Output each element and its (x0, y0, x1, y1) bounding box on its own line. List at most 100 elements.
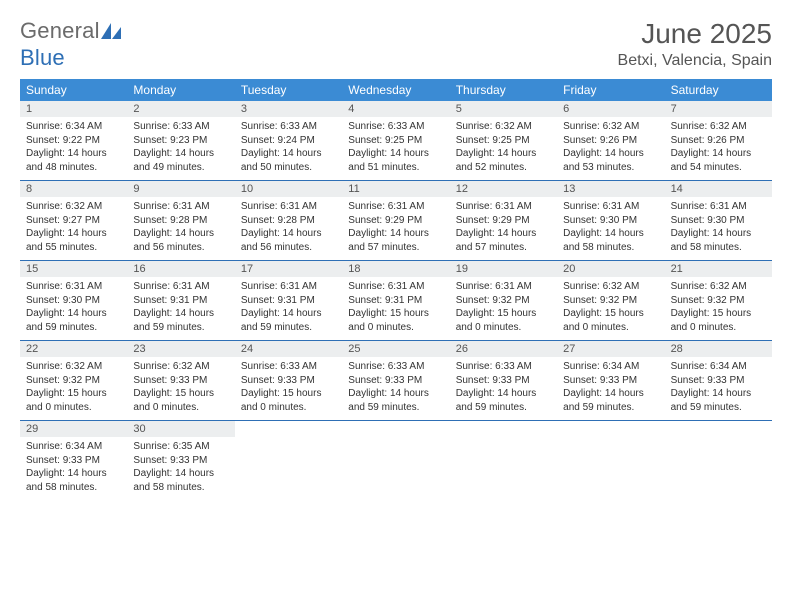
day-body: Sunrise: 6:32 AMSunset: 9:32 PMDaylight:… (557, 277, 664, 334)
day-body: Sunrise: 6:33 AMSunset: 9:33 PMDaylight:… (342, 357, 449, 414)
daylight-line1: Daylight: 14 hours (133, 307, 228, 321)
sunset-text: Sunset: 9:28 PM (133, 214, 228, 228)
day-body: Sunrise: 6:31 AMSunset: 9:32 PMDaylight:… (450, 277, 557, 334)
sunset-text: Sunset: 9:33 PM (671, 374, 766, 388)
sunrise-text: Sunrise: 6:32 AM (671, 120, 766, 134)
weekday-header: Tuesday (235, 79, 342, 101)
day-cell: 3Sunrise: 6:33 AMSunset: 9:24 PMDaylight… (235, 101, 342, 180)
sunrise-text: Sunrise: 6:34 AM (26, 440, 121, 454)
daylight-line2: and 58 minutes. (133, 481, 228, 495)
day-body: Sunrise: 6:31 AMSunset: 9:28 PMDaylight:… (127, 197, 234, 254)
sunrise-text: Sunrise: 6:35 AM (133, 440, 228, 454)
sunrise-text: Sunrise: 6:31 AM (133, 200, 228, 214)
daylight-line2: and 59 minutes. (456, 401, 551, 415)
daylight-line1: Daylight: 14 hours (563, 227, 658, 241)
sunset-text: Sunset: 9:24 PM (241, 134, 336, 148)
day-cell: 28Sunrise: 6:34 AMSunset: 9:33 PMDayligh… (665, 341, 772, 420)
calendar-grid: SundayMondayTuesdayWednesdayThursdayFrid… (20, 79, 772, 500)
sunset-text: Sunset: 9:31 PM (241, 294, 336, 308)
day-number: 18 (342, 261, 449, 277)
sunrise-text: Sunrise: 6:32 AM (456, 120, 551, 134)
sunset-text: Sunset: 9:29 PM (456, 214, 551, 228)
daylight-line2: and 55 minutes. (26, 241, 121, 255)
sunset-text: Sunset: 9:22 PM (26, 134, 121, 148)
daylight-line2: and 49 minutes. (133, 161, 228, 175)
day-number: 2 (127, 101, 234, 117)
daylight-line2: and 57 minutes. (456, 241, 551, 255)
daylight-line1: Daylight: 14 hours (348, 227, 443, 241)
sunrise-text: Sunrise: 6:33 AM (133, 120, 228, 134)
day-cell: 5Sunrise: 6:32 AMSunset: 9:25 PMDaylight… (450, 101, 557, 180)
logo-text-general: General (20, 18, 100, 43)
day-cell: 26Sunrise: 6:33 AMSunset: 9:33 PMDayligh… (450, 341, 557, 420)
day-body: Sunrise: 6:32 AMSunset: 9:26 PMDaylight:… (665, 117, 772, 174)
sunrise-text: Sunrise: 6:31 AM (671, 200, 766, 214)
week-row: 22Sunrise: 6:32 AMSunset: 9:32 PMDayligh… (20, 341, 772, 421)
day-body: Sunrise: 6:35 AMSunset: 9:33 PMDaylight:… (127, 437, 234, 494)
sunrise-text: Sunrise: 6:32 AM (133, 360, 228, 374)
sunset-text: Sunset: 9:23 PM (133, 134, 228, 148)
day-cell: 12Sunrise: 6:31 AMSunset: 9:29 PMDayligh… (450, 181, 557, 260)
sunrise-text: Sunrise: 6:33 AM (456, 360, 551, 374)
daylight-line2: and 59 minutes. (671, 401, 766, 415)
daylight-line1: Daylight: 15 hours (671, 307, 766, 321)
daylight-line1: Daylight: 14 hours (456, 147, 551, 161)
sunset-text: Sunset: 9:32 PM (671, 294, 766, 308)
daylight-line1: Daylight: 15 hours (26, 387, 121, 401)
sunrise-text: Sunrise: 6:33 AM (241, 120, 336, 134)
day-body: Sunrise: 6:31 AMSunset: 9:30 PMDaylight:… (665, 197, 772, 254)
day-number: 13 (557, 181, 664, 197)
sunset-text: Sunset: 9:26 PM (563, 134, 658, 148)
day-body: Sunrise: 6:31 AMSunset: 9:31 PMDaylight:… (127, 277, 234, 334)
day-number: 30 (127, 421, 234, 437)
day-number: 14 (665, 181, 772, 197)
logo-text-blue: Blue (20, 45, 65, 70)
day-number: 4 (342, 101, 449, 117)
day-cell: 25Sunrise: 6:33 AMSunset: 9:33 PMDayligh… (342, 341, 449, 420)
daylight-line1: Daylight: 14 hours (456, 227, 551, 241)
sunset-text: Sunset: 9:30 PM (563, 214, 658, 228)
day-cell: 8Sunrise: 6:32 AMSunset: 9:27 PMDaylight… (20, 181, 127, 260)
day-cell: 21Sunrise: 6:32 AMSunset: 9:32 PMDayligh… (665, 261, 772, 340)
sunrise-text: Sunrise: 6:31 AM (133, 280, 228, 294)
sunset-text: Sunset: 9:30 PM (671, 214, 766, 228)
sunset-text: Sunset: 9:33 PM (241, 374, 336, 388)
daylight-line1: Daylight: 14 hours (348, 147, 443, 161)
sunset-text: Sunset: 9:29 PM (348, 214, 443, 228)
day-number: 16 (127, 261, 234, 277)
empty-cell (450, 421, 557, 500)
daylight-line1: Daylight: 14 hours (671, 227, 766, 241)
sunset-text: Sunset: 9:33 PM (133, 454, 228, 468)
day-cell: 19Sunrise: 6:31 AMSunset: 9:32 PMDayligh… (450, 261, 557, 340)
empty-cell (235, 421, 342, 500)
day-body: Sunrise: 6:31 AMSunset: 9:31 PMDaylight:… (342, 277, 449, 334)
daylight-line1: Daylight: 14 hours (671, 147, 766, 161)
sunrise-text: Sunrise: 6:33 AM (348, 120, 443, 134)
daylight-line1: Daylight: 14 hours (26, 467, 121, 481)
daylight-line1: Daylight: 14 hours (671, 387, 766, 401)
daylight-line1: Daylight: 14 hours (456, 387, 551, 401)
week-row: 8Sunrise: 6:32 AMSunset: 9:27 PMDaylight… (20, 181, 772, 261)
daylight-line1: Daylight: 14 hours (348, 387, 443, 401)
day-number: 3 (235, 101, 342, 117)
sunset-text: Sunset: 9:32 PM (26, 374, 121, 388)
sunrise-text: Sunrise: 6:32 AM (26, 360, 121, 374)
daylight-line1: Daylight: 14 hours (26, 307, 121, 321)
daylight-line2: and 0 minutes. (563, 321, 658, 335)
daylight-line2: and 58 minutes. (671, 241, 766, 255)
sunrise-text: Sunrise: 6:32 AM (671, 280, 766, 294)
day-number: 15 (20, 261, 127, 277)
week-row: 15Sunrise: 6:31 AMSunset: 9:30 PMDayligh… (20, 261, 772, 341)
daylight-line2: and 59 minutes. (563, 401, 658, 415)
day-number: 25 (342, 341, 449, 357)
daylight-line2: and 0 minutes. (456, 321, 551, 335)
day-number: 23 (127, 341, 234, 357)
day-body: Sunrise: 6:31 AMSunset: 9:29 PMDaylight:… (342, 197, 449, 254)
day-cell: 2Sunrise: 6:33 AMSunset: 9:23 PMDaylight… (127, 101, 234, 180)
weekday-header: Monday (127, 79, 234, 101)
day-cell: 29Sunrise: 6:34 AMSunset: 9:33 PMDayligh… (20, 421, 127, 500)
day-body: Sunrise: 6:32 AMSunset: 9:32 PMDaylight:… (20, 357, 127, 414)
day-cell: 13Sunrise: 6:31 AMSunset: 9:30 PMDayligh… (557, 181, 664, 260)
day-body: Sunrise: 6:33 AMSunset: 9:33 PMDaylight:… (235, 357, 342, 414)
daylight-line2: and 0 minutes. (348, 321, 443, 335)
